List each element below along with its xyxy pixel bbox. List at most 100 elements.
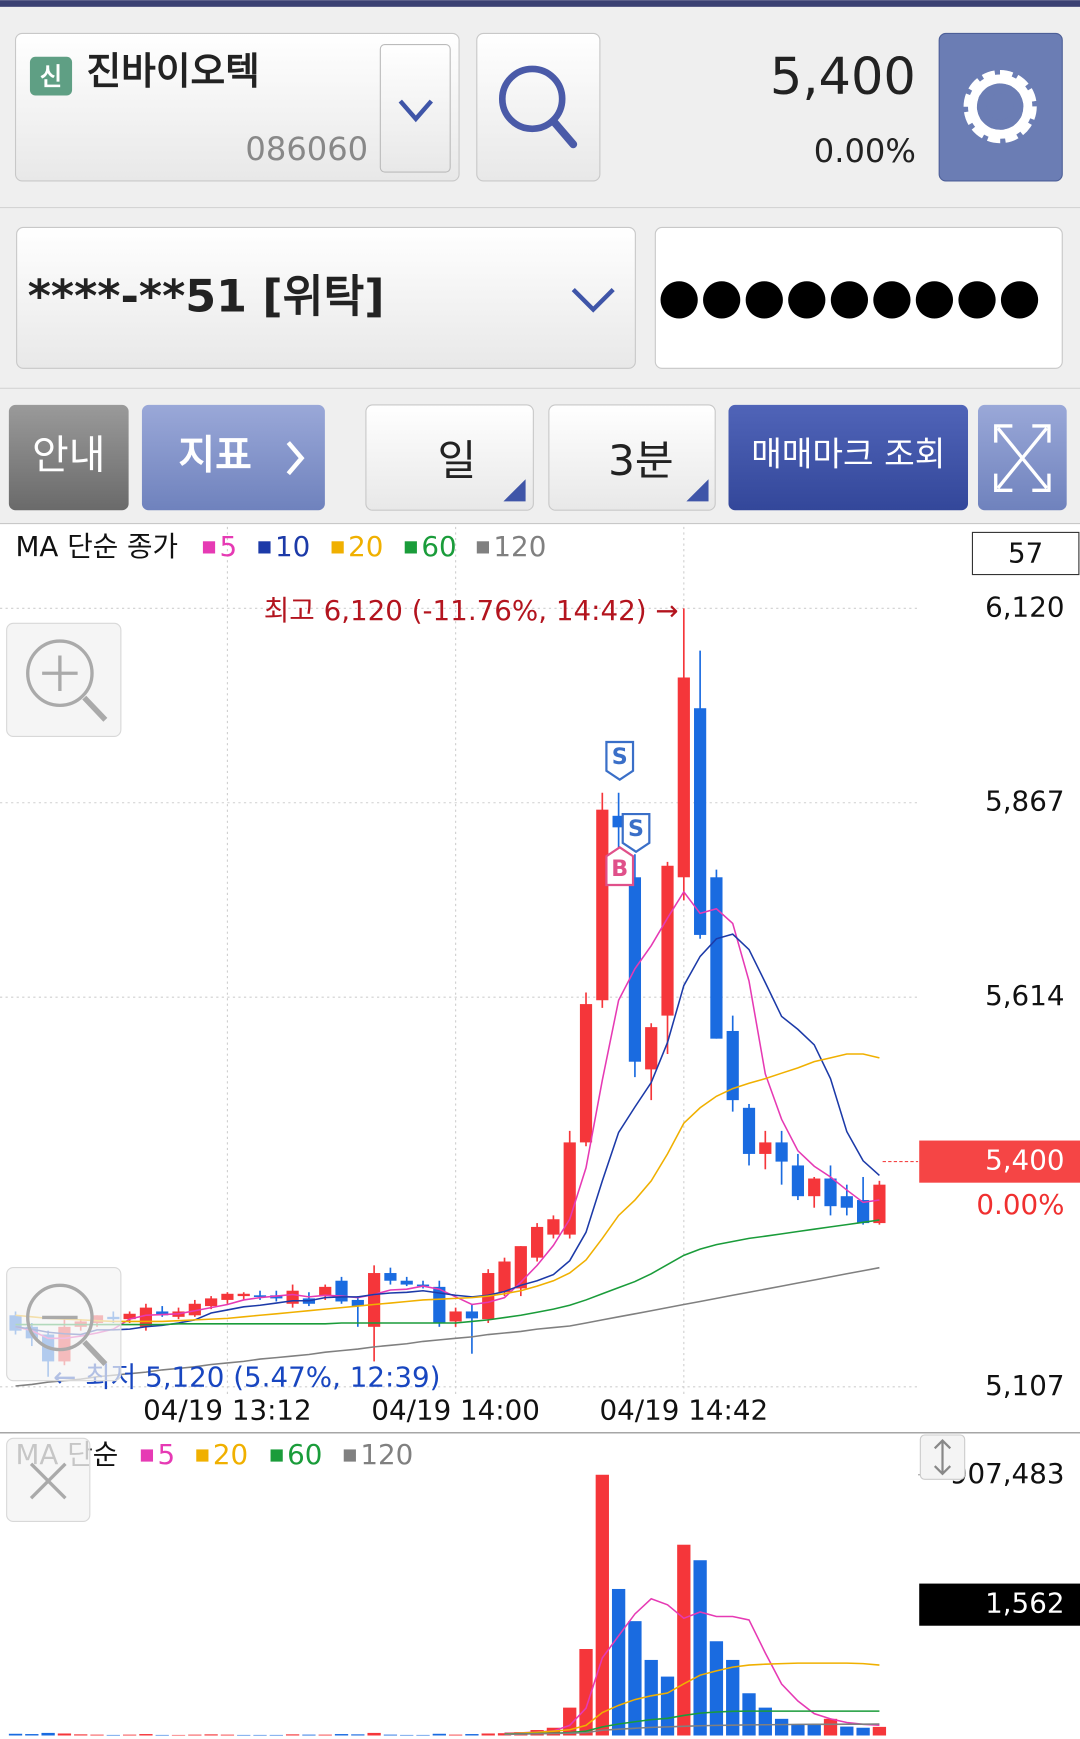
volume-bar	[302, 1734, 316, 1736]
stock-code: 086060	[245, 130, 368, 168]
gear-icon	[963, 70, 1037, 144]
candle-body	[612, 815, 625, 828]
stock-dropdown[interactable]	[379, 43, 451, 173]
legend-label: 120	[493, 530, 546, 563]
candle-body	[221, 1293, 234, 1300]
count-box	[971, 531, 1080, 576]
close-button[interactable]	[6, 1437, 91, 1523]
password-field[interactable]	[654, 226, 1063, 369]
legend-label: 5	[220, 530, 238, 563]
volume-bar	[334, 1734, 349, 1736]
candle-body	[726, 1030, 739, 1101]
candle-body	[840, 1196, 853, 1208]
volume-bar	[8, 1733, 23, 1736]
candle-body	[384, 1273, 397, 1281]
price: 5,400	[770, 48, 916, 107]
volume-bar	[774, 1718, 789, 1736]
candle-body	[775, 1142, 788, 1162]
candle-body	[579, 1004, 593, 1143]
candle-body	[123, 1313, 136, 1320]
candle-body	[400, 1280, 413, 1285]
volume-bar	[351, 1734, 365, 1736]
legend-swatch	[331, 541, 344, 554]
legend-label: 20	[213, 1438, 248, 1471]
legend-swatch	[404, 541, 417, 554]
volume-bar	[758, 1707, 772, 1736]
volume-bar	[448, 1734, 463, 1736]
ma-line	[15, 890, 880, 1340]
volume-bar	[693, 1560, 707, 1736]
interval-button[interactable]	[548, 404, 716, 511]
candle-body	[319, 1286, 332, 1297]
legend-label: 60	[421, 530, 456, 563]
trade-mark-button[interactable]	[728, 404, 969, 511]
volume-bar	[74, 1734, 88, 1736]
y-tick-label: 5,107	[985, 1369, 1064, 1402]
volume-bar	[155, 1734, 169, 1736]
x-tick-label: 04/19 13:12	[143, 1394, 312, 1427]
guide-button[interactable]	[8, 404, 129, 511]
legend-swatch	[196, 1449, 209, 1462]
legend-swatch	[476, 541, 489, 554]
zoom-out-button[interactable]	[6, 1267, 122, 1382]
candle-body	[531, 1226, 544, 1258]
corner-triangle	[503, 479, 526, 502]
volume-bar	[595, 1474, 609, 1736]
volume-bar	[416, 1734, 430, 1736]
volume-bar	[204, 1734, 218, 1736]
zoom-in-button[interactable]	[6, 622, 122, 737]
change: 0.00%	[814, 132, 916, 170]
volume-bar	[269, 1734, 283, 1736]
expand-icon	[994, 424, 1051, 492]
volume-bar	[823, 1718, 838, 1736]
volume-bar	[856, 1727, 870, 1736]
volume-bar	[383, 1734, 398, 1736]
trade-mark-label: S	[628, 816, 644, 842]
stock-card[interactable]	[14, 32, 460, 182]
interval-label: 3분	[608, 436, 674, 485]
legend-label: 120	[360, 1438, 413, 1471]
volume-bar	[872, 1726, 887, 1736]
ma-line	[504, 1662, 880, 1735]
volume-bar	[465, 1734, 479, 1736]
resize-button[interactable]	[919, 1434, 966, 1480]
trade-mark-label: B	[611, 856, 628, 882]
y-tick-label: 6,120	[985, 590, 1064, 623]
badge-text: 신	[40, 62, 62, 91]
indicator-button[interactable]	[141, 404, 325, 511]
x-tick-label: 04/19 14:00	[371, 1394, 540, 1427]
ma-line	[15, 1219, 880, 1326]
trade-mark	[605, 740, 635, 782]
status-strip	[0, 0, 1080, 7]
trade-mark-label: S	[612, 744, 628, 770]
legend-title: MA 단순 종가	[16, 530, 179, 563]
ma-line	[504, 1723, 880, 1736]
ma-line	[15, 1053, 880, 1323]
candle-body	[253, 1295, 267, 1297]
volume-bar	[25, 1734, 39, 1736]
corner-triangle	[686, 479, 709, 502]
volume-bar	[742, 1693, 756, 1736]
candle-body	[857, 1200, 870, 1224]
trade-mark-label: 매매마크 조회	[751, 434, 945, 473]
candle-body	[156, 1311, 169, 1316]
high-annotation: 최고 6,120 (-11.76%, 14:42) →	[264, 594, 679, 627]
candle-body	[498, 1261, 511, 1293]
period-button[interactable]	[365, 404, 534, 511]
volume-bar	[611, 1588, 626, 1736]
candle-body	[433, 1286, 446, 1323]
candle-body	[677, 677, 690, 878]
ma-line	[15, 1266, 880, 1387]
volume-bar	[171, 1734, 186, 1736]
volume-bar	[579, 1649, 593, 1736]
volume-bar	[677, 1544, 691, 1736]
volume-bar	[41, 1732, 55, 1736]
volume-bar	[400, 1734, 414, 1736]
candle-body	[808, 1178, 821, 1197]
legend-label: 5	[157, 1438, 175, 1471]
account-select[interactable]	[16, 226, 636, 369]
trade-mark	[605, 845, 635, 887]
candle-body	[694, 708, 707, 935]
search-button[interactable]	[476, 32, 601, 182]
candle-body	[547, 1219, 560, 1235]
